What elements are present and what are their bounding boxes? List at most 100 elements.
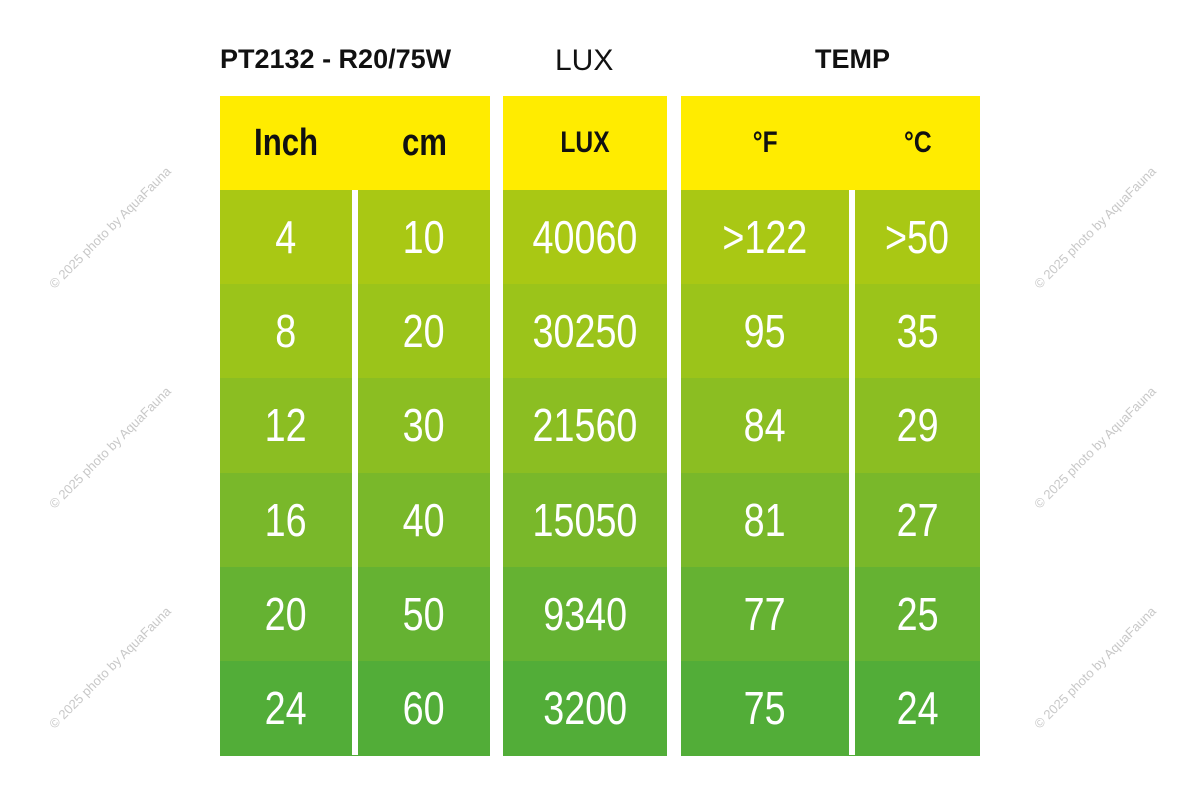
cell-value: 25	[896, 587, 939, 640]
cell-value: 20	[403, 305, 445, 358]
column-inch: Inch 4 8 12 16 20 24	[220, 96, 352, 755]
row-band	[503, 190, 667, 286]
row-band	[681, 190, 980, 286]
cell-value: 16	[265, 493, 307, 546]
cell-cm: 40	[358, 473, 490, 567]
header-band	[503, 96, 667, 190]
cell-inch: 8	[220, 284, 352, 378]
cell-inch: 4	[220, 190, 352, 284]
header-label: LUX	[560, 126, 610, 159]
header-label: °F	[752, 126, 778, 159]
header-lux: LUX	[503, 96, 667, 190]
cell-value: 60	[403, 682, 445, 735]
cell-inch: 16	[220, 473, 352, 567]
cell-value: 24	[896, 682, 939, 735]
cell-value: 12	[265, 399, 307, 452]
cell-value: 9340	[543, 587, 627, 640]
cell-inch: 12	[220, 378, 352, 472]
cell-lux: 40060	[503, 190, 667, 284]
cell-c: 25	[855, 567, 980, 661]
row-band	[681, 284, 980, 380]
cell-value: 29	[896, 399, 939, 452]
cell-lux: 15050	[503, 473, 667, 567]
column-cm: cm 10 20 30 40 50 60	[358, 96, 490, 755]
column-c: °C >50 35 29 27 25 24	[855, 96, 980, 755]
cell-c: 29	[855, 378, 980, 472]
cell-lux: 3200	[503, 661, 667, 755]
cell-inch: 20	[220, 567, 352, 661]
cell-value: 95	[744, 305, 786, 358]
cell-f: 84	[681, 378, 849, 472]
lux-panel: LUX 40060 30250 21560 15050 9340 3200	[503, 96, 667, 757]
column-divider	[352, 190, 358, 755]
cell-value: 21560	[532, 399, 638, 452]
cell-value: 30	[403, 399, 445, 452]
header-band	[681, 96, 980, 190]
cell-value: 20	[265, 587, 307, 640]
row-band	[503, 378, 667, 474]
header-band	[220, 96, 490, 190]
row-band	[503, 661, 667, 757]
header-label: Inch	[253, 121, 319, 164]
watermark: © 2025 photo by AquaFauna	[1031, 603, 1159, 732]
cell-f: 77	[681, 567, 849, 661]
cell-value: 40	[403, 493, 445, 546]
header-f: °F	[681, 96, 849, 190]
watermark: © 2025 photo by AquaFauna	[46, 383, 174, 512]
cell-value: 10	[403, 211, 445, 264]
column-divider	[849, 190, 855, 755]
cell-cm: 10	[358, 190, 490, 284]
temperature-panel: °F >122 95 84 81 77 75 °C >50 35 29 27 25 24	[681, 96, 980, 757]
column-f: °F >122 95 84 81 77 75	[681, 96, 849, 755]
row-band	[681, 661, 980, 757]
cell-lux: 9340	[503, 567, 667, 661]
column-lux: LUX 40060 30250 21560 15050 9340 3200	[503, 96, 667, 755]
header-cm: cm	[358, 96, 490, 190]
cell-cm: 20	[358, 284, 490, 378]
cell-cm: 30	[358, 378, 490, 472]
cell-value: 81	[744, 493, 786, 546]
cell-cm: 60	[358, 661, 490, 755]
cell-cm: 50	[358, 567, 490, 661]
row-band	[681, 566, 980, 662]
cell-value: 50	[403, 587, 445, 640]
cell-f: >122	[681, 190, 849, 284]
watermark: © 2025 photo by AquaFauna	[46, 163, 174, 292]
cell-value: 3200	[543, 682, 627, 735]
cell-c: 24	[855, 661, 980, 755]
header-label: °C	[903, 126, 932, 159]
cell-value: 84	[744, 399, 786, 452]
cell-value: 35	[896, 305, 939, 358]
cell-value: 77	[744, 587, 786, 640]
lux-title: LUX	[555, 44, 614, 77]
watermark: © 2025 photo by AquaFauna	[1031, 383, 1159, 512]
row-band	[503, 284, 667, 380]
cell-f: 75	[681, 661, 849, 755]
distance-panel: Inch 4 8 12 16 20 24 cm 10 20 30 40 50 60	[220, 96, 490, 757]
temp-title: TEMP	[815, 44, 891, 74]
cell-value: 24	[265, 682, 307, 735]
cell-inch: 24	[220, 661, 352, 755]
cell-value: 4	[275, 211, 297, 264]
watermark: © 2025 photo by AquaFauna	[1031, 163, 1159, 292]
cell-value: 8	[275, 305, 297, 358]
cell-f: 81	[681, 473, 849, 567]
row-band	[681, 378, 980, 474]
row-band	[503, 472, 667, 568]
header-c: °C	[855, 96, 980, 190]
cell-value: 30250	[532, 305, 638, 358]
cell-value: 15050	[532, 493, 638, 546]
cell-value: 27	[896, 493, 939, 546]
row-band	[681, 472, 980, 568]
cell-value: 40060	[532, 211, 638, 264]
cell-c: 35	[855, 284, 980, 378]
cell-c: >50	[855, 190, 980, 284]
header-inch: Inch	[220, 96, 352, 190]
cell-value: >122	[722, 211, 808, 264]
row-band	[503, 566, 667, 662]
cell-f: 95	[681, 284, 849, 378]
cell-c: 27	[855, 473, 980, 567]
product-title: PT2132 - R20/75W	[220, 44, 452, 74]
cell-value: 75	[744, 682, 786, 735]
header-label: cm	[401, 121, 447, 164]
